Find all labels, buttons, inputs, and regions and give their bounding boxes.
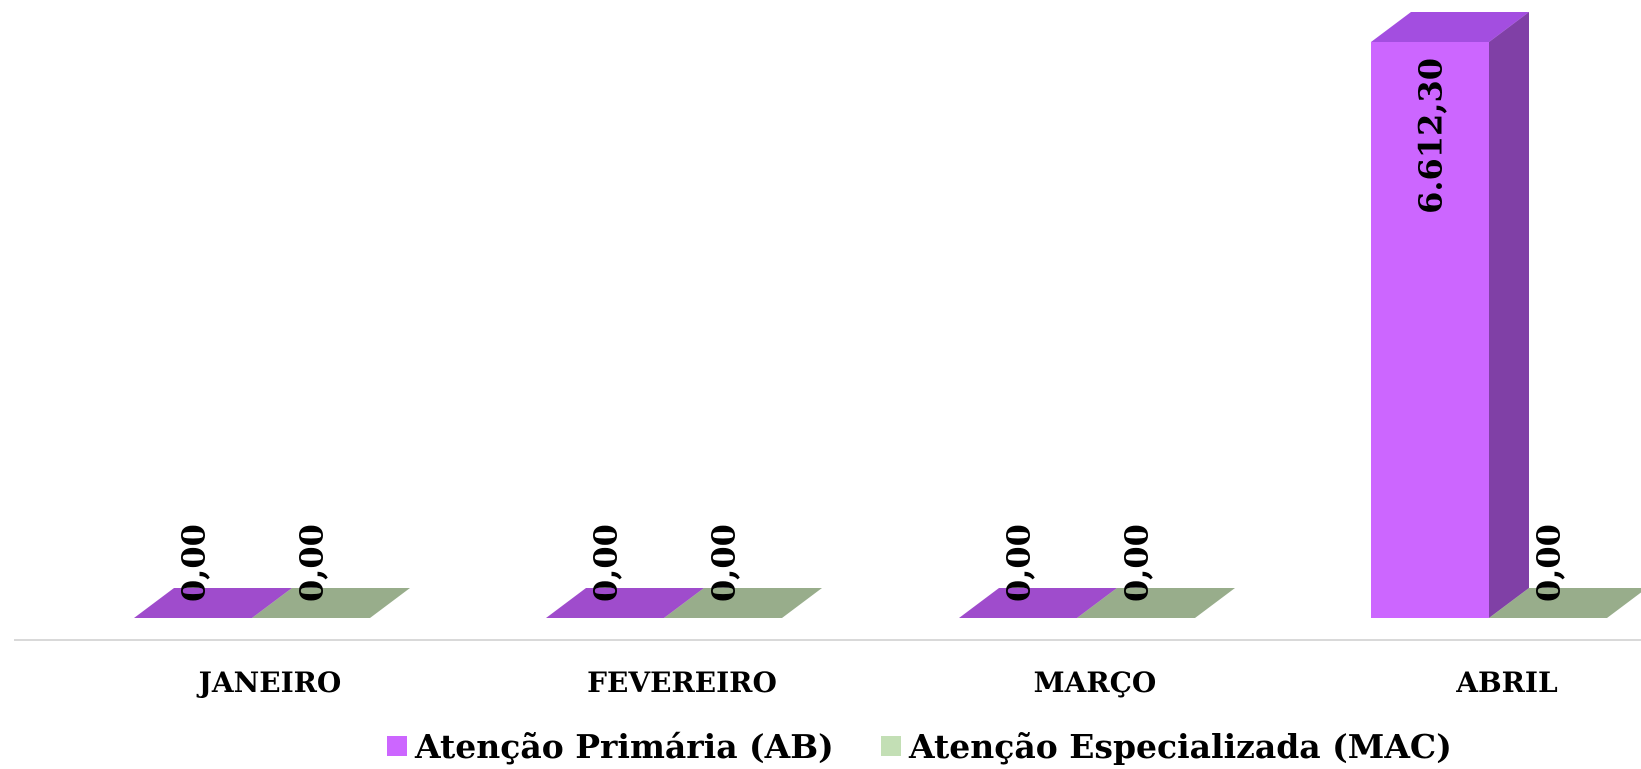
data-label-marco-series-1: 0,00 (1000, 524, 1038, 602)
x-tick-label-fevereiro: FEVEREIRO (587, 666, 777, 699)
data-label-janeiro-series-1: 0,00 (175, 524, 213, 602)
data-label-janeiro-series-2: 0,00 (293, 524, 331, 602)
bar-side-abril-series-1 (1489, 12, 1529, 618)
legend-swatch-series-1 (387, 736, 407, 756)
legend: Atenção Primária (AB) Atenção Especializa… (387, 727, 1452, 766)
legend-swatch-series-2 (881, 736, 901, 756)
data-labels-layer: 0,00 0,00 0,00 0,00 0,00 0,00 6.612,30 0,00 (175, 58, 1568, 602)
data-label-abril-series-1: 6.612,30 (1412, 58, 1450, 214)
data-label-fevereiro-series-2: 0,00 (705, 524, 743, 602)
data-label-abril-series-2: 0,00 (1530, 524, 1568, 602)
data-label-fevereiro-series-1: 0,00 (587, 524, 625, 602)
x-tick-label-marco: MARÇO (1034, 666, 1157, 699)
x-tick-labels: JANEIRO FEVEREIRO MARÇO ABRIL (196, 666, 1558, 699)
legend-label-series-1: Atenção Primária (AB) (414, 727, 834, 766)
data-label-marco-series-2: 0,00 (1118, 524, 1156, 602)
x-tick-label-janeiro: JANEIRO (196, 666, 342, 699)
x-tick-label-abril: ABRIL (1455, 666, 1558, 699)
legend-label-series-2: Atenção Especializada (MAC) (908, 727, 1452, 766)
